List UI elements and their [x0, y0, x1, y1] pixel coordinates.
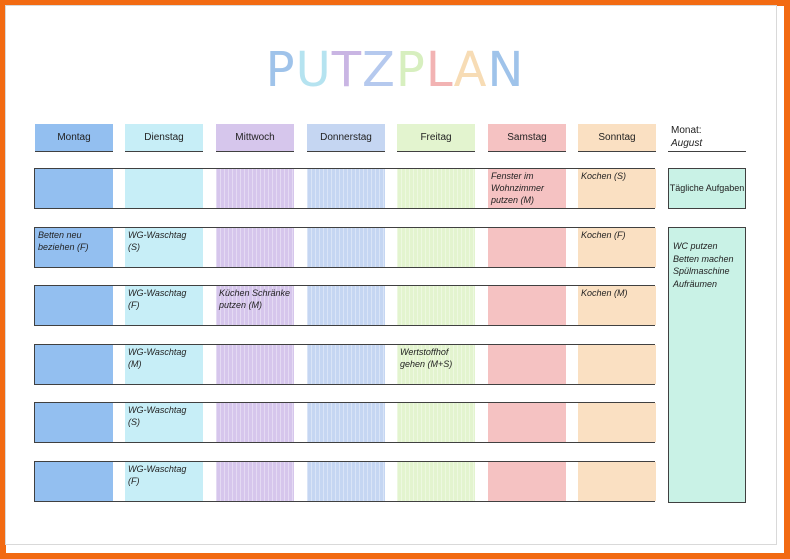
task-cell-dienstag[interactable]: WG-Waschtag (F) [125, 462, 203, 501]
daily-tasks-list: WC putzen Betten machen Spülmaschine Aufräu… [668, 227, 746, 503]
task-cell-samstag[interactable] [488, 228, 566, 267]
task-cell-samstag[interactable] [488, 286, 566, 325]
task-cell-donnerstag[interactable] [307, 286, 385, 325]
task-cell-freitag[interactable] [397, 403, 475, 442]
task-cell-montag[interactable] [35, 462, 113, 501]
task-cell-freitag[interactable] [397, 228, 475, 267]
task-cell-donnerstag[interactable] [307, 345, 385, 384]
task-cell-samstag[interactable] [488, 403, 566, 442]
task-cell-samstag[interactable] [488, 345, 566, 384]
title-letter: P [395, 42, 426, 98]
day-header-mittwoch: Mittwoch [216, 124, 294, 152]
task-cell-sonntag[interactable] [578, 462, 656, 501]
month-box: Monat: August [668, 124, 746, 152]
page-title: PUTZPLAN [0, 42, 790, 98]
daily-task-item: WC putzen [673, 241, 718, 251]
task-cell-sonntag[interactable]: Kochen (F) [578, 228, 656, 267]
task-cell-donnerstag[interactable] [307, 403, 385, 442]
task-cell-donnerstag[interactable] [307, 462, 385, 501]
task-cell-dienstag[interactable]: WG-Waschtag (S) [125, 403, 203, 442]
title-letter: Z [362, 42, 396, 98]
task-cell-montag[interactable]: Betten neu beziehen (F) [35, 228, 113, 267]
week-row: Betten neu beziehen (F) WG-Waschtag (S) Ko… [34, 227, 656, 268]
daily-task-item: Aufräumen [673, 278, 718, 289]
title-letter: L [425, 42, 454, 98]
task-cell-montag[interactable] [35, 286, 113, 325]
task-cell-mittwoch[interactable] [216, 462, 294, 501]
task-cell-dienstag[interactable]: WG-Waschtag (M) [125, 345, 203, 384]
day-header-sonntag: Sonntag [578, 124, 656, 152]
day-header-montag: Montag [35, 124, 113, 152]
month-value: August [671, 138, 703, 149]
day-header-freitag: Freitag [397, 124, 475, 152]
week-row: Fenster im Wohnzimmer putzen (M) Kochen (… [34, 168, 656, 209]
task-cell-donnerstag[interactable] [307, 169, 385, 208]
daily-task-item: Betten machen [673, 253, 734, 264]
daily-task-item: Spülmaschine [673, 266, 730, 276]
task-cell-mittwoch[interactable] [216, 345, 294, 384]
task-cell-sonntag[interactable]: Kochen (M) [578, 286, 656, 325]
task-cell-montag[interactable] [35, 345, 113, 384]
task-cell-freitag[interactable] [397, 169, 475, 208]
task-cell-samstag[interactable] [488, 462, 566, 501]
task-cell-sonntag[interactable] [578, 345, 656, 384]
task-cell-donnerstag[interactable] [307, 228, 385, 267]
task-cell-mittwoch[interactable] [216, 403, 294, 442]
title-letter: T [331, 42, 363, 98]
task-cell-dienstag[interactable]: WG-Waschtag (S) [125, 228, 203, 267]
task-cell-freitag[interactable] [397, 286, 475, 325]
month-label: Monat: [671, 125, 702, 136]
day-header-donnerstag: Donnerstag [307, 124, 385, 152]
task-cell-mittwoch[interactable]: Küchen Schränke putzen (M) [216, 286, 294, 325]
week-row: WG-Waschtag (M) Wertstoffhof gehen (M+S) [34, 344, 656, 385]
daily-tasks-header: Tägliche Aufgaben [668, 168, 746, 209]
week-row: WG-Waschtag (S) [34, 402, 656, 443]
task-cell-sonntag[interactable] [578, 403, 656, 442]
task-cell-freitag[interactable] [397, 462, 475, 501]
week-row: WG-Waschtag (F) Küchen Schränke putzen (M… [34, 285, 656, 326]
task-cell-mittwoch[interactable] [216, 169, 294, 208]
task-cell-dienstag[interactable] [125, 169, 203, 208]
title-letter: A [453, 42, 488, 98]
task-cell-freitag[interactable]: Wertstoffhof gehen (M+S) [397, 345, 475, 384]
title-letter: N [487, 42, 525, 98]
task-cell-montag[interactable] [35, 403, 113, 442]
title-letter: U [295, 42, 332, 98]
task-cell-samstag[interactable]: Fenster im Wohnzimmer putzen (M) [488, 169, 566, 208]
day-header-dienstag: Dienstag [125, 124, 203, 152]
title-letter: P [265, 42, 296, 98]
task-cell-mittwoch[interactable] [216, 228, 294, 267]
day-header-samstag: Samstag [488, 124, 566, 152]
task-cell-dienstag[interactable]: WG-Waschtag (F) [125, 286, 203, 325]
task-cell-montag[interactable] [35, 169, 113, 208]
sheet [5, 5, 777, 545]
week-row: WG-Waschtag (F) [34, 461, 656, 502]
task-cell-sonntag[interactable]: Kochen (S) [578, 169, 656, 208]
